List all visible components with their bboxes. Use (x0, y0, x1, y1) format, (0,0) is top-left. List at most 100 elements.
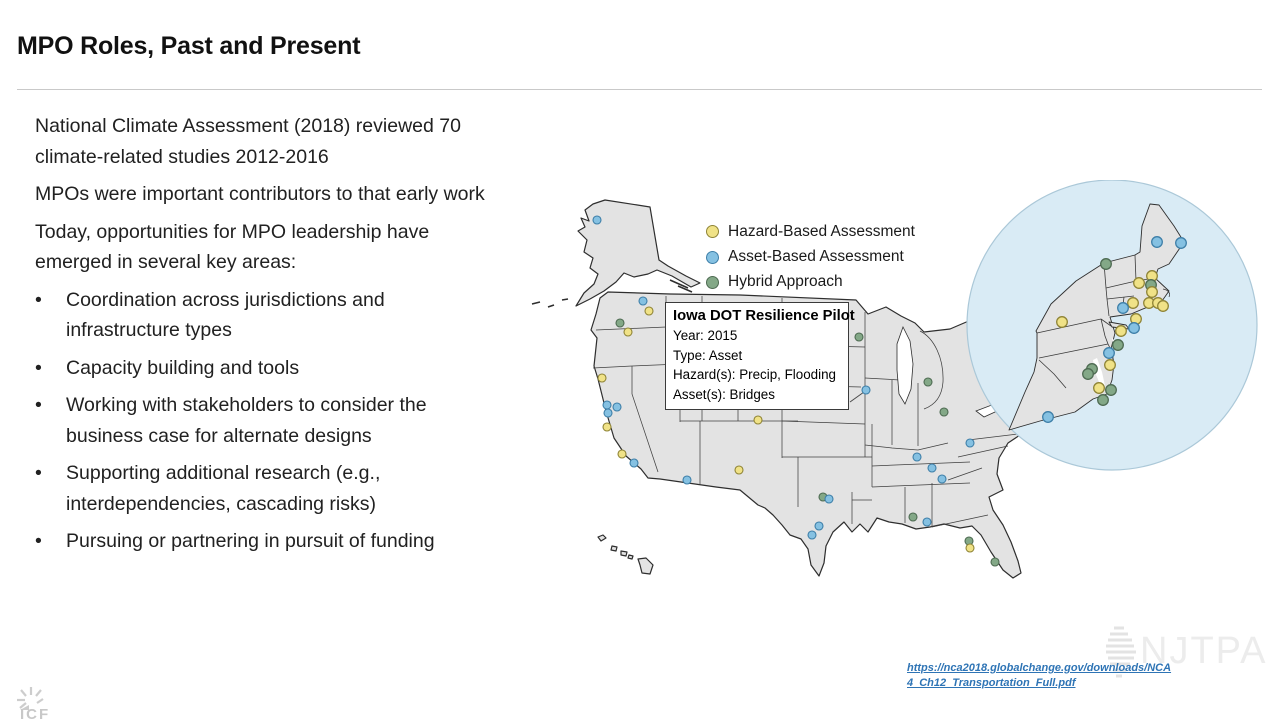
tooltip-body: Year: 2015 Type: Asset Hazard(s): Precip, … (673, 326, 841, 404)
bullet-marker: • (35, 462, 42, 484)
bullet-marker: • (35, 394, 42, 416)
body-text: National Climate Assessment (2018) revie… (35, 111, 493, 564)
map-point-asset (592, 215, 602, 225)
map-point-asset (922, 517, 932, 527)
map-point-hazard (1157, 300, 1169, 312)
bullet-item: • Capacity building and tools (35, 353, 493, 384)
njtpa-logo-glyph (1106, 626, 1136, 678)
map-point-asset (682, 475, 692, 485)
map-point-asset (1151, 236, 1163, 248)
map-point-hybrid (923, 377, 933, 387)
map-point-hazard (965, 543, 975, 553)
map-tooltip: Iowa DOT Resilience Pilot Year: 2015 Type… (665, 302, 855, 411)
map-point-asset (824, 494, 834, 504)
map-point-asset (1175, 237, 1187, 249)
tooltip-line: Hazard(s): Precip, Flooding (673, 367, 836, 383)
tooltip-line: Year: 2015 (673, 328, 738, 343)
map-point-asset (937, 474, 947, 484)
map-point-hybrid (1112, 339, 1124, 351)
bullet-text: Pursuing or partnering in pursuit of fun… (66, 530, 435, 552)
map-point-asset (861, 385, 871, 395)
paragraph: MPOs were important contributors to that… (35, 183, 485, 205)
icf-burst-icon (17, 687, 44, 710)
map-point-hazard (1056, 316, 1068, 328)
hawaii (597, 534, 654, 575)
map-point-asset (1117, 302, 1129, 314)
bullet-text: Supporting additional research (e.g., in… (66, 462, 381, 515)
inset-state-borders (1036, 254, 1171, 389)
map-point-asset (1128, 322, 1140, 334)
tooltip-leader-line (849, 391, 865, 403)
icf-logo-text: ICF (20, 706, 51, 720)
njtpa-watermark: NJTPA (1140, 630, 1268, 672)
alaska (531, 199, 701, 308)
map-point-hybrid (908, 512, 918, 522)
tooltip-line: Asset(s): Bridges (673, 386, 775, 402)
map-point-hazard (1127, 297, 1139, 309)
map-point-asset (814, 521, 824, 531)
map-point-hybrid (1105, 384, 1117, 396)
map-point-asset (603, 408, 613, 418)
map-point-hazard (617, 449, 627, 459)
legend-item-hazard: Hazard-Based Assessment (706, 219, 915, 244)
legend-item-asset: Asset-Based Assessment (706, 244, 915, 269)
paragraph: Today, opportunities for MPO leadership … (35, 220, 430, 274)
bullet-marker: • (35, 530, 42, 552)
map-legend: Hazard-Based Assessment Asset-Based Asses… (706, 219, 915, 295)
bullet-text: Coordination across jurisdictions and in… (66, 288, 385, 342)
map-point-hazard (623, 327, 633, 337)
map-points-main (592, 215, 1000, 567)
paragraph: National Climate Assessment (2018) revie… (35, 115, 461, 168)
map-point-hazard (753, 415, 763, 425)
map-point-asset (965, 438, 975, 448)
map-point-hazard (644, 306, 654, 316)
source-link[interactable]: https://nca2018.globalchange.gov/downloa… (907, 661, 1172, 691)
map-point-hybrid (990, 557, 1000, 567)
map-point-hybrid (1100, 258, 1112, 270)
tooltip-line: Type: Asset (673, 347, 743, 363)
legend-swatch-hazard (706, 225, 719, 239)
title-divider (17, 89, 1262, 90)
legend-label: Asset-Based Assessment (728, 248, 904, 266)
source-link-line1: https://nca2018.globalchange.gov/downloa… (907, 662, 1172, 674)
map-point-hybrid (854, 332, 864, 342)
legend-label: Hazard-Based Assessment (728, 222, 915, 240)
map-point-asset (612, 402, 622, 412)
tooltip-title: Iowa DOT Resilience Pilot (673, 308, 855, 324)
legend-swatch-asset (706, 250, 719, 264)
bullet-marker: • (35, 288, 42, 311)
legend-swatch-hybrid (706, 275, 719, 289)
legend-item-hybrid: Hybrid Approach (706, 270, 915, 295)
map-point-hazard (734, 465, 744, 475)
legend-label: Hybrid Approach (728, 273, 843, 291)
map-point-asset (629, 458, 639, 468)
page-title: MPO Roles, Past and Present (17, 32, 361, 60)
lake-michigan (896, 325, 914, 405)
map-point-hybrid (939, 407, 949, 417)
map-point-asset (602, 400, 612, 410)
map-point-hybrid (1082, 368, 1094, 380)
northeast-landmass (1008, 203, 1185, 431)
northeast-inset (966, 180, 1258, 471)
map-point-hazard (602, 422, 612, 432)
map-point-asset (912, 452, 922, 462)
map-point-asset (1103, 347, 1115, 359)
map-points-inset (1042, 236, 1187, 423)
map-point-hazard (1104, 359, 1116, 371)
map-point-asset (927, 463, 937, 473)
map-point-hazard (1146, 286, 1158, 298)
bullet-item: • Pursuing or partnering in pursuit of fu… (35, 526, 493, 557)
icf-logo: ICF (16, 686, 48, 720)
map-point-hazard (1093, 382, 1105, 394)
bullet-item: • Coordination across jurisdictions and i… (35, 285, 493, 346)
map-point-hazard (597, 373, 607, 383)
bullet-item: • Working with stakeholders to consider t… (35, 390, 493, 451)
map-point-hybrid (615, 318, 625, 328)
map-point-asset (807, 530, 817, 540)
bullet-text: Working with stakeholders to consider th… (66, 394, 427, 447)
nca-studies-map: Hazard-Based Assessment Asset-Based Asses… (520, 180, 1280, 600)
bullet-item: • Supporting additional research (e.g., i… (35, 458, 493, 519)
map-point-asset (1042, 411, 1054, 423)
map-point-asset (638, 296, 648, 306)
map-point-hybrid (1097, 394, 1109, 406)
